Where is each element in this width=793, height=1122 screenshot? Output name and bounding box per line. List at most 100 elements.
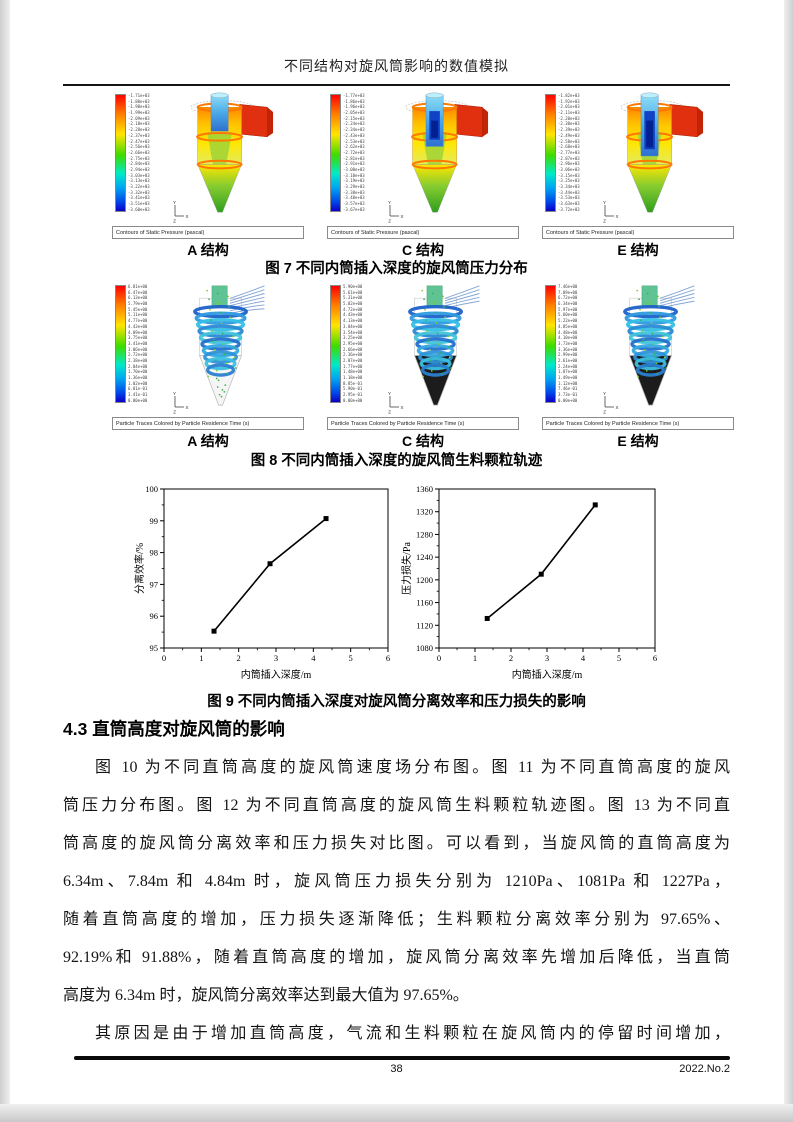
legend-tick-label: 2.61e+00	[558, 357, 578, 363]
legend-tick-label: -2.28e+03	[128, 127, 150, 133]
panel-caption: Contours of Static Pressure (pascal)	[542, 226, 734, 239]
legend-tick-label: 6.81e-01	[128, 386, 148, 392]
legend-tick-label: -3.03e+03	[128, 172, 150, 178]
legend-tick-label: 3.41e-01	[128, 392, 148, 398]
legend-tick-label: 4.10e+00	[558, 335, 578, 341]
color-scale-legend: 6.81e+00 6.47e+00 6.13e+00 5.79e+00 5.45e+00…	[115, 285, 147, 403]
issue-label: 2022.No.2	[679, 1063, 730, 1075]
legend-tick-label: -3.51e+03	[128, 201, 150, 207]
legend-tick-label: -3.38e+03	[343, 189, 365, 195]
legend-tick-label: -3.53e+03	[558, 195, 580, 201]
cyclone-pressure-contour	[190, 92, 274, 213]
legend-tick-label: 6.34e+00	[558, 301, 578, 307]
svg-text:Z: Z	[603, 219, 606, 224]
svg-text:Y: Y	[173, 391, 176, 396]
svg-text:2: 2	[237, 653, 241, 663]
legend-tick-label: -2.84e+03	[128, 161, 150, 167]
legend-tick-label: -3.13e+03	[128, 178, 150, 184]
legend-tick-label: -2.37e+03	[128, 132, 150, 138]
legend-tick-label: 4.43e+00	[128, 323, 148, 329]
legend-tick-label: -2.66e+03	[128, 149, 150, 155]
legend-tick-label: -2.81e+03	[343, 155, 365, 161]
body-text-line: 其原因是由于增加直筒高度，气流和生料颗粒在旋风筒内的停留时间增加，	[95, 1025, 730, 1042]
body-text-line: 图 10 为不同直筒高度的旋风筒速度场分布图。图 11 为不同直筒高度的旋风	[95, 759, 730, 776]
color-scale-bar	[545, 94, 556, 212]
paragraph: 图 10 为不同直筒高度的旋风筒速度场分布图。图 11 为不同直筒高度的旋风 筒压…	[63, 749, 730, 1015]
axis-triad-icon: Y X Z	[603, 200, 619, 224]
legend-tick-label: 5.22e+00	[558, 318, 578, 324]
axis-triad-icon: Y X Z	[603, 391, 619, 415]
body-text-line: 6.34m、7.84m 和 4.84m 时，旋风筒压力损失分别为 1210Pa、…	[63, 873, 730, 890]
legend-tick-label: 6.81e+00	[128, 284, 148, 289]
legend-tick-label: -2.11e+03	[558, 110, 580, 116]
svg-text:99: 99	[150, 516, 159, 526]
legend-tick-label: -2.72e+03	[343, 149, 365, 155]
legend-tick-label: 7.46e-01	[558, 386, 578, 392]
legend-tick-label: -2.87e+03	[558, 155, 580, 161]
legend-tick-label: 4.13e+00	[343, 318, 363, 324]
structure-label: A 结构	[187, 242, 229, 258]
section-heading: 4.3 直筒高度对旋风筒的影响	[63, 719, 285, 739]
legend-tick-label: -3.25e+03	[558, 178, 580, 184]
svg-text:6: 6	[653, 653, 657, 663]
cyclone-pressure-contour	[405, 92, 489, 213]
legend-tick-label: 4.85e+00	[558, 323, 578, 329]
svg-text:1120: 1120	[416, 620, 433, 630]
legend-tick-label: -1.80e+03	[128, 98, 150, 104]
legend-tick-label: 5.60e+00	[558, 312, 578, 318]
structure-label: E 结构	[617, 242, 659, 258]
figure7-panel-row: -1.71e+03 -1.80e+03 -1.90e+03 -1.99e+03 -2.0…	[112, 90, 734, 239]
legend-tick-label: 1.12e+00	[558, 380, 578, 386]
svg-text:1200: 1200	[416, 575, 433, 585]
legend-tick-label: 1.70e+00	[128, 369, 148, 375]
legend-tick-label: -3.32e+03	[128, 189, 150, 195]
legend-tick-label: -1.82e+03	[558, 93, 580, 98]
legend-tick-label: 1.77e+00	[343, 363, 363, 369]
svg-text:98: 98	[150, 548, 159, 558]
svg-text:1360: 1360	[416, 484, 433, 494]
svg-text:4: 4	[311, 653, 316, 663]
scan-edge	[0, 1104, 793, 1122]
legend-tick-label: -1.90e+03	[128, 104, 150, 110]
structure-label: C 结构	[402, 433, 444, 449]
svg-text:1240: 1240	[416, 552, 433, 562]
panel-caption: Contours of Static Pressure (pascal)	[112, 226, 304, 239]
legend-tick-label: -3.60e+03	[128, 206, 150, 212]
svg-text:2: 2	[509, 653, 513, 663]
figure7-caption: 图 7 不同内筒插入深度的旋风筒压力分布	[265, 261, 528, 277]
svg-text:X: X	[616, 405, 619, 410]
svg-text:Y: Y	[603, 200, 606, 205]
legend-tick-label: 2.66e+00	[343, 346, 363, 352]
color-scale-bar	[330, 285, 341, 403]
figure7-structure-labels: A 结构 C 结构 E 结构	[112, 240, 734, 260]
legend-tick-label: 3.06e+00	[128, 346, 148, 352]
legend-tick-label: -3.10e+03	[343, 172, 365, 178]
legend-tick-label: -3.63e+03	[558, 201, 580, 207]
legend-tick-label: -2.49e+03	[558, 132, 580, 138]
legend-tick-label: -2.47e+03	[128, 138, 150, 144]
legend-tick-label: -2.01e+03	[558, 104, 580, 110]
legend-tick-label: -3.67e+03	[343, 206, 365, 212]
svg-text:3: 3	[545, 653, 549, 663]
panel-caption: Particle Traces Colored by Particle Resi…	[542, 417, 734, 430]
legend-tick-label: 1.49e+00	[558, 375, 578, 380]
color-scale-bar	[115, 285, 126, 403]
legend-tick-label: -2.20e+03	[558, 115, 580, 121]
svg-text:Z: Z	[603, 410, 606, 415]
pressure-loss-line-chart: 0 1 2 3 4 5 6 1080 1120 1160 1200 1240 1280 1320 1360 内…	[400, 484, 657, 681]
legend-tick-label: -3.48e+03	[343, 195, 365, 201]
legend-tick-label: 1.87e+00	[558, 369, 578, 375]
svg-text:内筒插入深度/m: 内筒插入深度/m	[512, 668, 583, 681]
svg-text:95: 95	[150, 643, 159, 653]
svg-text:1280: 1280	[416, 529, 433, 539]
svg-text:0: 0	[437, 653, 441, 663]
legend-tick-label: 5.02e+00	[343, 301, 363, 307]
svg-text:100: 100	[145, 484, 158, 494]
legend-tick-label: -3.72e+03	[558, 206, 580, 212]
svg-text:X: X	[616, 214, 619, 219]
svg-text:5: 5	[349, 653, 353, 663]
legend-tick-label: 2.95e-01	[343, 392, 363, 398]
svg-text:Z: Z	[388, 410, 391, 415]
legend-tick-label: 2.99e+00	[558, 352, 578, 358]
legend-tick-label: -2.53e+03	[343, 138, 365, 144]
